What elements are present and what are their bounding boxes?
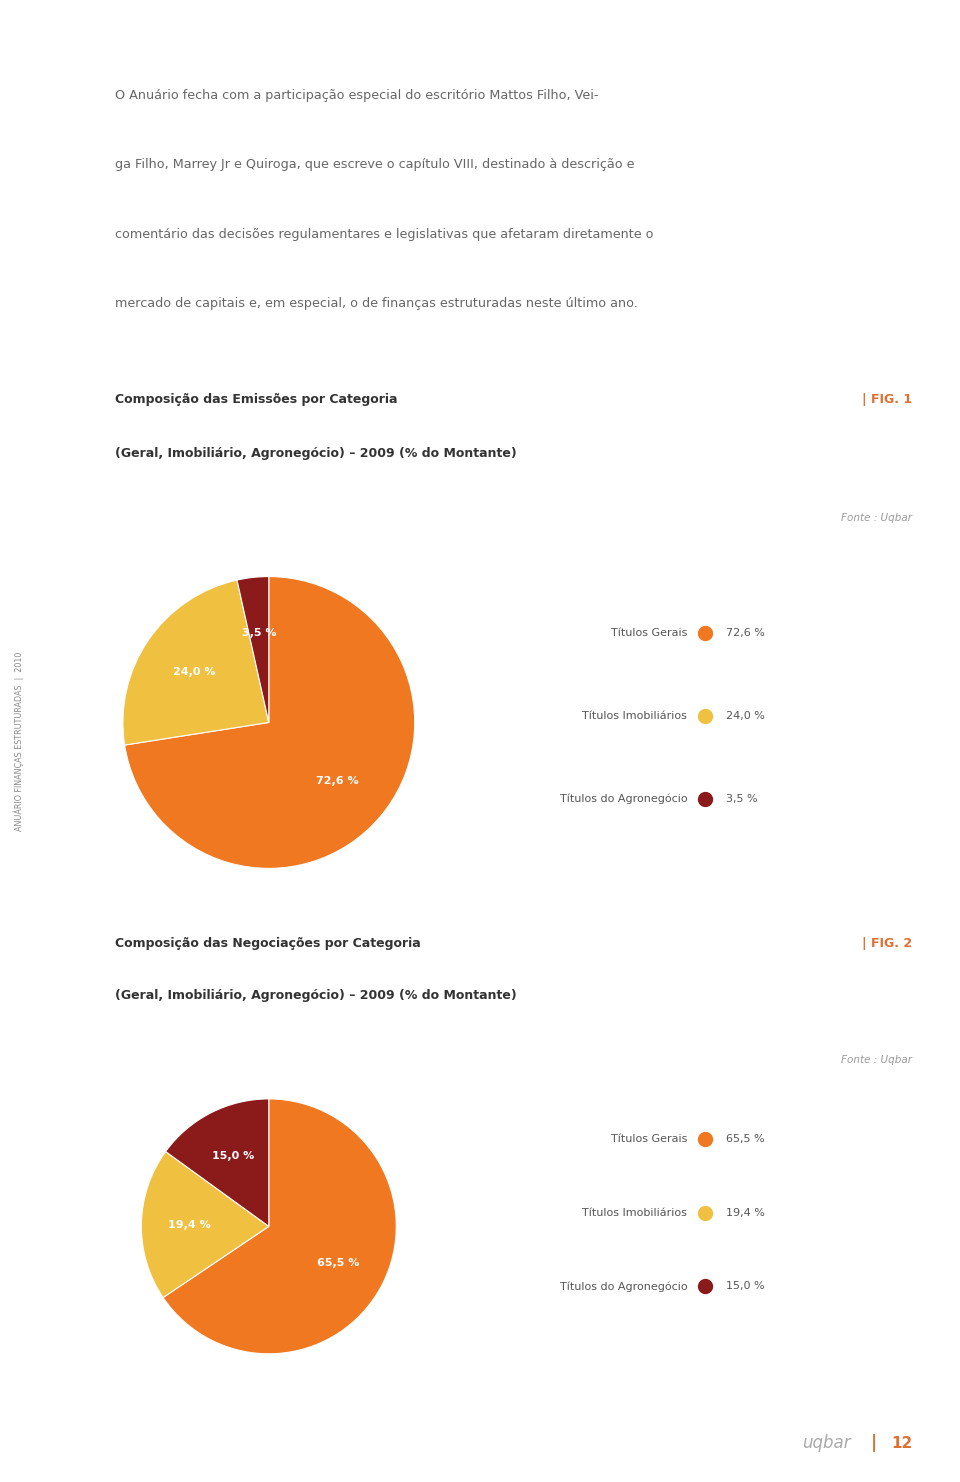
Text: Fonte : Uqbar: Fonte : Uqbar xyxy=(841,513,912,523)
Text: Títulos Gerais: Títulos Gerais xyxy=(611,1134,687,1144)
Text: | FIG. 2: | FIG. 2 xyxy=(862,937,912,950)
Text: Composição das Negociações por Categoria: Composição das Negociações por Categoria xyxy=(115,937,420,950)
Text: 15,0 %: 15,0 % xyxy=(212,1152,254,1160)
Text: ANUÁRIO FINANÇAS ESTRUTURADAS  |  2010: ANUÁRIO FINANÇAS ESTRUTURADAS | 2010 xyxy=(14,651,24,831)
Text: Fonte : Uqbar: Fonte : Uqbar xyxy=(841,1055,912,1066)
Text: 65,5 %: 65,5 % xyxy=(318,1258,360,1269)
Text: (Geral, Imobiliário, Agronegócio) – 2009 (% do Montante): (Geral, Imobiliário, Agronegócio) – 2009… xyxy=(115,446,516,459)
Text: uqbar: uqbar xyxy=(803,1435,851,1452)
Text: mercado de capitais e, em especial, o de finanças estruturadas neste último ano.: mercado de capitais e, em especial, o de… xyxy=(115,296,638,310)
Text: O Anuário fecha com a participação especial do escritório Mattos Filho, Vei-: O Anuário fecha com a participação espec… xyxy=(115,89,599,102)
Text: comentário das decisões regulamentares e legislativas que afetaram diretamente o: comentário das decisões regulamentares e… xyxy=(115,228,654,240)
Text: Títulos do Agronegócio: Títulos do Agronegócio xyxy=(560,1280,687,1292)
Wedge shape xyxy=(163,1098,396,1353)
Text: 3,5 %: 3,5 % xyxy=(726,794,757,803)
Text: Títulos Gerais: Títulos Gerais xyxy=(611,628,687,639)
Text: |: | xyxy=(871,1435,876,1452)
Text: Títulos do Agronegócio: Títulos do Agronegócio xyxy=(560,793,687,805)
Wedge shape xyxy=(237,576,269,723)
Text: 72,6 %: 72,6 % xyxy=(316,777,359,787)
Text: | FIG. 1: | FIG. 1 xyxy=(862,393,912,406)
Wedge shape xyxy=(125,576,415,868)
Text: 3,5 %: 3,5 % xyxy=(242,627,276,637)
Text: 19,4 %: 19,4 % xyxy=(726,1208,765,1218)
Text: Títulos Imobiliários: Títulos Imobiliários xyxy=(583,1208,687,1218)
Text: 19,4 %: 19,4 % xyxy=(168,1220,211,1230)
Text: 24,0 %: 24,0 % xyxy=(726,711,765,722)
Text: 65,5 %: 65,5 % xyxy=(726,1134,765,1144)
Text: ga Filho, Marrey Jr e Quiroga, que escreve o capítulo VIII, destinado à descriçã: ga Filho, Marrey Jr e Quiroga, que escre… xyxy=(115,159,635,172)
Text: Composição das Emissões por Categoria: Composição das Emissões por Categoria xyxy=(115,393,397,406)
Text: 12: 12 xyxy=(891,1436,912,1451)
Wedge shape xyxy=(123,579,269,745)
Text: (Geral, Imobiliário, Agronegócio) – 2009 (% do Montante): (Geral, Imobiliário, Agronegócio) – 2009… xyxy=(115,988,516,1002)
Text: 15,0 %: 15,0 % xyxy=(726,1282,765,1291)
Text: 72,6 %: 72,6 % xyxy=(726,628,765,639)
Wedge shape xyxy=(141,1152,269,1298)
Text: 24,0 %: 24,0 % xyxy=(173,667,215,677)
Wedge shape xyxy=(166,1098,269,1227)
Text: Títulos Imobiliários: Títulos Imobiliários xyxy=(583,711,687,722)
